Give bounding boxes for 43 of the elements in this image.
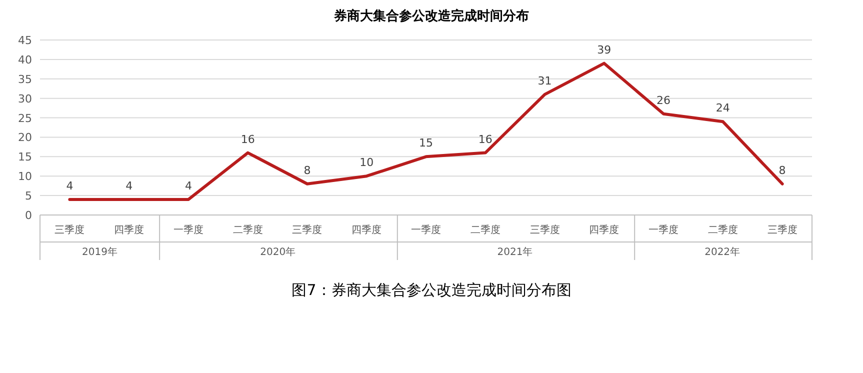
data-label: 8 — [304, 164, 311, 177]
y-tick-label: 25 — [18, 112, 32, 125]
data-label: 8 — [778, 164, 786, 177]
data-label: 39 — [597, 43, 612, 56]
y-tick-label: 35 — [18, 72, 32, 86]
y-tick-label: 20 — [18, 131, 32, 144]
x-tick-label: 三季度 — [292, 224, 322, 236]
x-tick-label: 四季度 — [114, 224, 144, 236]
data-label: 15 — [419, 136, 433, 150]
x2-tick-label: 2019年 — [82, 246, 118, 258]
data-label: 4 — [126, 179, 133, 192]
x-tick-label: 三季度 — [530, 224, 560, 236]
data-label: 16 — [240, 132, 255, 146]
x-tick-label: 四季度 — [352, 224, 382, 236]
data-label: 31 — [538, 74, 552, 88]
y-tick-label: 45 — [18, 34, 32, 47]
x-tick-label: 二季度 — [232, 224, 263, 236]
y-tick-label: 15 — [18, 150, 32, 164]
x-tick-label: 二季度 — [708, 224, 738, 236]
data-label: 26 — [656, 94, 671, 107]
x2-tick-label: 2020年 — [260, 246, 296, 258]
x-tick-label: 三季度 — [54, 224, 85, 236]
data-label: 16 — [478, 132, 492, 146]
x-tick-label: 三季度 — [767, 224, 798, 236]
data-label: 24 — [716, 102, 730, 115]
x-tick-label: 二季度 — [470, 224, 500, 236]
x-tick-label: 四季度 — [589, 224, 620, 236]
chart-title: 券商大集合参公改造完成时间分布 — [333, 8, 529, 24]
y-tick-label: 40 — [18, 53, 32, 66]
x-tick-label: 一季度 — [173, 224, 204, 236]
x2-tick-label: 2021年 — [497, 246, 533, 258]
x-tick-label: 一季度 — [648, 224, 679, 236]
line-series — [68, 62, 784, 201]
data-label: 10 — [360, 156, 374, 170]
y-tick-label: 5 — [25, 190, 32, 203]
data-label: 4 — [66, 179, 74, 192]
y-tick-label: 10 — [18, 170, 32, 184]
caption: 图7：券商大集合参公改造完成时间分布图 — [292, 281, 572, 299]
y-tick-label: 0 — [25, 209, 32, 222]
x-tick-label: 一季度 — [411, 224, 441, 236]
data-label: 4 — [184, 179, 192, 192]
y-tick-label: 30 — [18, 92, 32, 106]
x2-tick-label: 2022年 — [704, 246, 740, 258]
